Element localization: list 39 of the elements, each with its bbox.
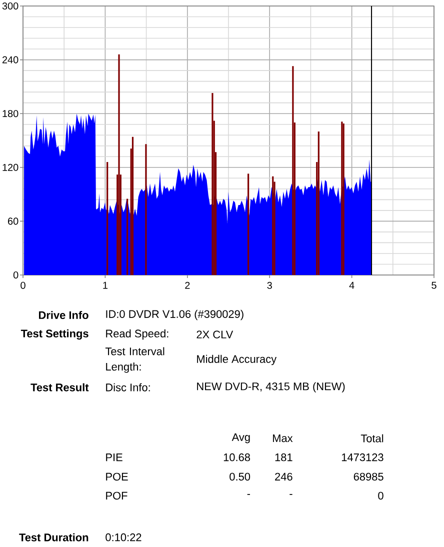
text: ID:0 DVDR V1.06 (#390029) xyxy=(106,310,244,320)
text: - xyxy=(247,494,250,495)
text: Disc Info: xyxy=(106,383,150,392)
text: Read Speed: xyxy=(106,329,168,340)
text: Test Interval Length: xyxy=(105,347,164,373)
x-tick-label: 1 xyxy=(103,282,108,289)
y-tick-label: 120 xyxy=(2,164,18,171)
text: 2X CLV xyxy=(196,330,234,338)
text: 1473123 xyxy=(342,453,384,462)
text: POF xyxy=(106,492,128,500)
text: Middle Accuracy xyxy=(197,354,277,366)
text: 0.50 xyxy=(230,472,250,481)
x-tick-label: 4 xyxy=(349,282,354,289)
x-tick-label: 3 xyxy=(267,282,272,289)
y-tick-label: 60 xyxy=(8,218,18,225)
x-tick-label: 5 xyxy=(432,282,436,289)
text: NEW DVD-R, 4315 MB (NEW) xyxy=(197,382,345,392)
text: 181 xyxy=(275,453,292,462)
text: Test Settings xyxy=(20,329,88,340)
text: 0 xyxy=(378,492,384,500)
y-tick-label: 180 xyxy=(2,110,18,118)
text: Test Duration xyxy=(19,533,88,542)
y-tick-label: 300 xyxy=(2,2,18,10)
text: Drive Info xyxy=(38,310,88,320)
text: Total xyxy=(360,434,384,442)
y-tick-label: 0 xyxy=(13,271,18,279)
text: 0:10:22 xyxy=(106,533,142,542)
text: PIE xyxy=(106,454,122,462)
text: POE xyxy=(106,472,128,481)
text: Test Result xyxy=(30,383,89,392)
x-tick-label: 0 xyxy=(20,282,26,289)
text: 68985 xyxy=(354,472,384,481)
text: 10.68 xyxy=(224,453,250,462)
text: Avg xyxy=(232,433,250,444)
text: Max xyxy=(273,434,293,442)
text: - xyxy=(290,494,292,495)
text: 246 xyxy=(275,472,292,481)
y-tick-label: 240 xyxy=(2,56,18,64)
x-tick-label: 2 xyxy=(185,282,190,289)
